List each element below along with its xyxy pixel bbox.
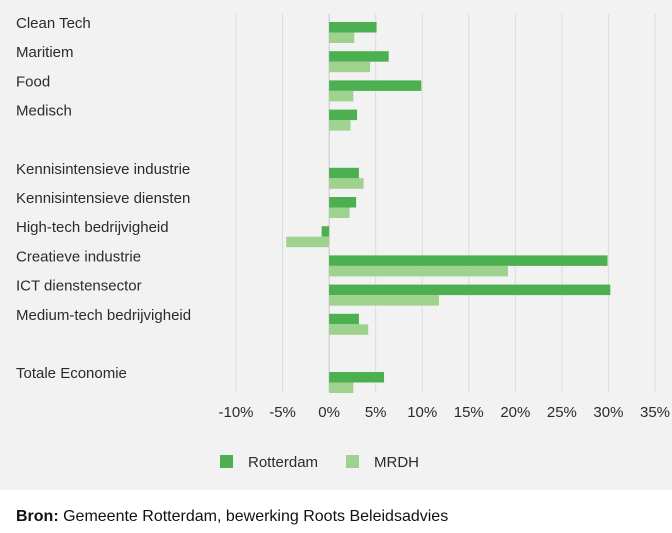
bar-rotterdam-8: [329, 284, 611, 296]
legend: Rotterdam MRDH: [220, 454, 419, 471]
source-prefix: Bron:: [16, 508, 59, 525]
gridlines: [235, 14, 656, 392]
category-labels: Clean Tech Maritiem Food Medisch Kennisinten…: [16, 15, 191, 382]
bar-rotterdam-1: [329, 51, 389, 62]
x-axis-ticks: -10% -5% 0% 5% 10% 15% 20% 25% 30% 35%: [218, 404, 670, 421]
x-tick-label-8: 30%: [593, 404, 623, 421]
x-tick-label-4: 10%: [407, 404, 437, 421]
bar-rotterdam-3: [329, 109, 358, 121]
x-tick-label-0: -10%: [218, 404, 253, 421]
bar-rotterdam-9: [329, 313, 359, 325]
bar-rotterdam-10: [329, 372, 385, 383]
bar-mrdh-9: [329, 324, 369, 335]
bar-rotterdam-6: [321, 226, 330, 237]
category-label-6: High-tech bedrijvigheid: [16, 219, 169, 236]
x-tick-label-2: 0%: [318, 404, 340, 421]
category-label-5: Kennisintensieve diensten: [16, 190, 190, 207]
bar-mrdh-8: [329, 295, 439, 306]
bar-rotterdam-7: [329, 255, 608, 266]
bar-mrdh-6: [286, 236, 330, 248]
x-tick-label-3: 5%: [365, 404, 387, 421]
x-tick-label-6: 20%: [500, 404, 530, 421]
legend-swatch-mrdh: [346, 455, 359, 468]
category-label-9: Medium-tech bedrijvigheid: [16, 307, 191, 324]
category-label-2: Food: [16, 73, 50, 90]
bar-mrdh-4: [329, 178, 364, 189]
bar-rotterdam-2: [329, 80, 422, 91]
x-tick-label-9: 35%: [640, 404, 670, 421]
bar-rotterdam-5: [329, 197, 357, 208]
bar-chart: Clean Tech Maritiem Food Medisch Kennisinten…: [16, 14, 670, 471]
category-label-10: Totale Economie: [16, 365, 127, 382]
bar-rotterdam-4: [329, 167, 359, 179]
bar-mrdh-0: [329, 32, 355, 43]
bar-mrdh-2: [329, 90, 354, 102]
category-label-4: Kennisintensieve industrie: [16, 161, 190, 178]
bar-rotterdam-0: [329, 22, 377, 33]
legend-label-rotterdam: Rotterdam: [248, 454, 318, 471]
category-label-0: Clean Tech: [16, 15, 91, 32]
bar-mrdh-1: [329, 61, 371, 73]
category-label-1: Maritiem: [16, 44, 74, 61]
bar-mrdh-7: [329, 265, 508, 277]
bar-mrdh-10: [329, 382, 354, 393]
x-tick-label-5: 15%: [454, 404, 484, 421]
bars: [286, 22, 611, 393]
chart-background: Clean Tech Maritiem Food Medisch Kennisinten…: [0, 0, 672, 490]
x-tick-label-7: 25%: [547, 404, 577, 421]
x-tick-label-1: -5%: [269, 404, 296, 421]
source-note: Bron: Gemeente Rotterdam, bewerking Root…: [16, 508, 448, 526]
category-label-3: Medisch: [16, 103, 72, 120]
bar-mrdh-5: [329, 207, 350, 218]
legend-label-mrdh: MRDH: [374, 454, 419, 471]
category-label-7: Creatieve industrie: [16, 248, 141, 265]
category-label-8: ICT dienstensector: [16, 278, 142, 295]
bar-mrdh-3: [329, 120, 351, 131]
source-text: Gemeente Rotterdam, bewerking Roots Bele…: [58, 508, 449, 525]
legend-swatch-rotterdam: [220, 455, 233, 468]
